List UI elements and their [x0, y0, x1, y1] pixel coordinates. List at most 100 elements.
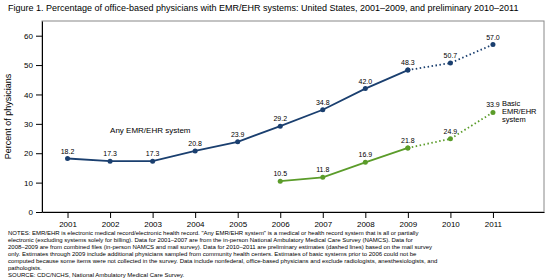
- y-tick-mark: [36, 124, 42, 125]
- chart-title: Figure 1. Percentage of office-based phy…: [8, 3, 518, 13]
- x-tick-mark: [408, 212, 409, 218]
- x-tick-mark: [323, 212, 324, 218]
- text-line: 2008–2009 are from combined files (in-pe…: [8, 244, 432, 250]
- x-tick: 2003: [144, 212, 162, 229]
- y-tick-mark: [36, 183, 42, 184]
- data-label: 57.0: [486, 34, 500, 41]
- series-marker: [278, 124, 283, 129]
- series-marker: [108, 159, 113, 164]
- series-marker: [405, 68, 410, 73]
- y-tick: 20: [24, 149, 42, 158]
- y-tick-mark: [36, 65, 42, 66]
- x-tick: 2001: [59, 212, 77, 229]
- y-tick: 60: [24, 32, 42, 41]
- x-tick: 2008: [357, 212, 375, 229]
- series-marker: [363, 86, 368, 91]
- y-tick-mark: [36, 212, 42, 213]
- labels: 18.2 17.3 17.3 20.8 23.9 29.2 34.8 42.0 48.3 50.7…: [61, 34, 537, 178]
- y-tick-mark: [36, 94, 42, 95]
- data-label: 48.3: [401, 59, 415, 66]
- x-tick-mark: [68, 212, 69, 218]
- x-tick-label: 2005: [229, 220, 247, 229]
- y-tick-label: 40: [24, 91, 33, 100]
- series-label: BasicEMR/EHRsystem: [502, 99, 537, 124]
- text-line: computed because some items were not col…: [8, 258, 437, 264]
- marks: [65, 42, 495, 184]
- text-line: electronic (excluding systems solely for…: [8, 237, 413, 243]
- y-axis-title: Percent of physicians: [3, 73, 13, 159]
- x-tick-label: 2007: [314, 220, 332, 229]
- x-tick-mark: [195, 212, 196, 218]
- x-tick: 2006: [272, 212, 290, 229]
- y-tick-label: 0: [29, 208, 34, 217]
- y-tick: 10: [24, 179, 42, 188]
- data-label: 16.9: [359, 151, 373, 158]
- x-tick-label: 2004: [187, 220, 205, 229]
- y-tick: 30: [24, 120, 42, 129]
- x-tick-label: 2010: [442, 220, 460, 229]
- series-marker: [278, 179, 283, 184]
- series-marker: [405, 68, 410, 73]
- text-line: SOURCE: CDC/NCHS, National Ambulatory Me…: [8, 272, 185, 278]
- x-tick: 2010: [442, 212, 460, 229]
- x-tick-mark: [238, 212, 239, 218]
- text-line: pathologists.: [8, 265, 42, 271]
- series-marker: [490, 110, 495, 115]
- note-text: NOTES: EMR/EHR is electronic medical rec…: [8, 230, 437, 278]
- data-label: 10.5: [273, 170, 287, 177]
- x-tick-mark: [280, 212, 281, 218]
- x-tick-label: 2001: [59, 220, 77, 229]
- x-tick-label: 2008: [357, 220, 375, 229]
- y-axis: 0 10 20 30 40 50 60: [24, 22, 42, 218]
- y-tick: 50: [24, 61, 42, 70]
- series-marker: [65, 156, 70, 161]
- series-marker: [448, 61, 453, 66]
- data-label: 50.7: [444, 52, 458, 59]
- series-marker: [448, 136, 453, 141]
- text-line: NOTES: EMR/EHR is electronic medical rec…: [8, 230, 418, 236]
- data-label: 18.2: [61, 148, 75, 155]
- series-line: [280, 148, 408, 181]
- series-marker: [150, 159, 155, 164]
- chart-container: Figure 1. Percentage of office-based phy…: [0, 0, 560, 280]
- x-tick: 2009: [399, 212, 417, 229]
- x-tick-mark: [493, 212, 494, 218]
- x-tick-mark: [153, 212, 154, 218]
- y-tick: 0: [29, 208, 42, 217]
- chart-svg: Figure 1. Percentage of office-based phy…: [0, 0, 560, 280]
- x-axis: 2001 2002 2003 2004 2005 2006 2007 2008 2009 2010…: [43, 212, 545, 229]
- data-label: 21.8: [401, 137, 415, 144]
- data-label: 20.8: [188, 140, 202, 147]
- x-tick-label: 2006: [272, 220, 290, 229]
- series-marker: [320, 175, 325, 180]
- data-label: 29.2: [273, 115, 287, 122]
- series-marker: [235, 139, 240, 144]
- y-tick-label: 10: [24, 179, 33, 188]
- x-tick-mark: [450, 212, 451, 218]
- data-label: 33.9: [486, 101, 500, 108]
- text-line: Figure 1. Percentage of office-based phy…: [8, 3, 518, 13]
- data-label: 17.3: [103, 150, 117, 157]
- y-tick-label: 60: [24, 32, 33, 41]
- x-tick: 2002: [102, 212, 120, 229]
- x-axis-line: [43, 212, 545, 213]
- plot-frame: [42, 21, 544, 212]
- series-line: [68, 70, 408, 161]
- y-tick-mark: [36, 153, 42, 154]
- series-marker: [490, 42, 495, 47]
- data-label: 17.3: [146, 150, 160, 157]
- series-line: [408, 45, 493, 71]
- data-label: 34.8: [316, 99, 330, 106]
- data-label: 42.0: [359, 78, 373, 85]
- series-label: Any EMR/EHR system: [110, 126, 191, 135]
- data-label: 23.9: [231, 131, 245, 138]
- x-tick-label: 2009: [399, 220, 417, 229]
- x-tick-mark: [110, 212, 111, 218]
- x-tick-mark: [365, 212, 366, 218]
- y-axis-line: [42, 22, 43, 213]
- data-label: 11.8: [316, 166, 329, 173]
- x-tick: 2007: [314, 212, 332, 229]
- series-marker: [363, 160, 368, 165]
- series-marker: [193, 148, 198, 153]
- text-line: system: [502, 115, 526, 124]
